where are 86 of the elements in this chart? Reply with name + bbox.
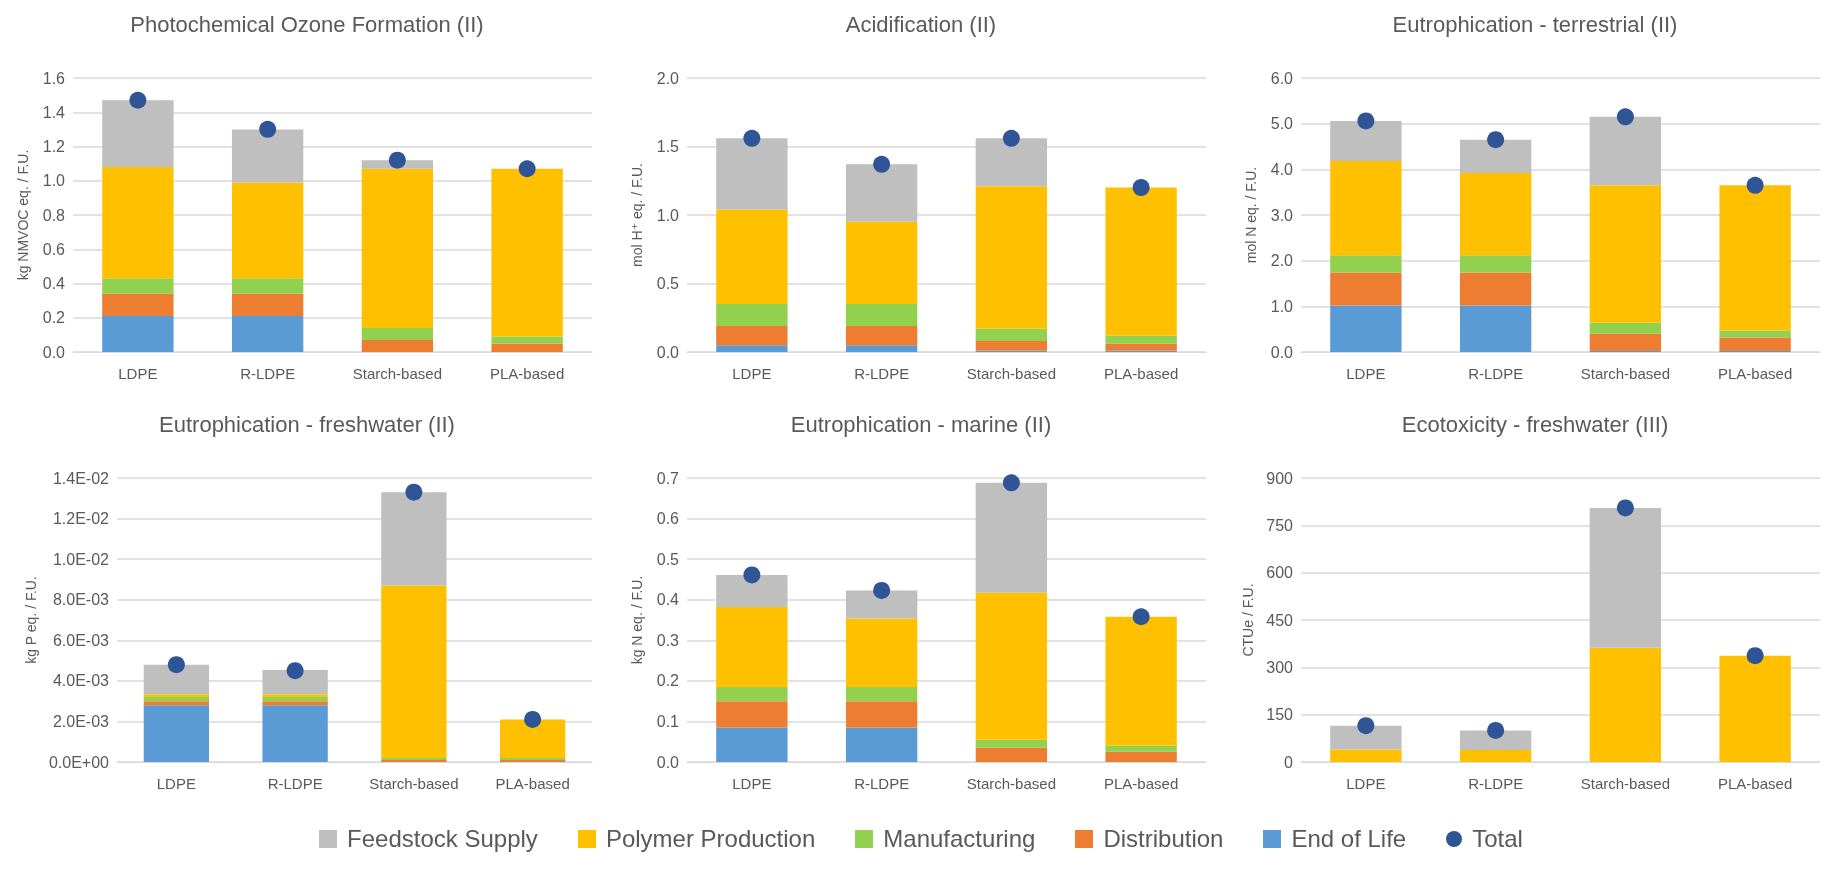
x-tick-label: PLA-based [1718, 365, 1793, 382]
y-tick-label: 1.4 [42, 103, 66, 121]
x-tick-label: R-LDPE [240, 365, 296, 382]
chart-title: Ecotoxicity - freshwater (III) [1401, 411, 1669, 437]
y-tick-label: 1.0 [656, 206, 680, 224]
y-axis-title: kg NMVOC eq. / F.U. [15, 149, 31, 281]
chart-title: Eutrophication - marine (II) [790, 411, 1052, 437]
y-tick-label: 1.2 [42, 138, 66, 155]
x-tick-label: R-LDPE [267, 775, 323, 792]
x-tick-label: Starch-based [966, 775, 1056, 792]
y-tick-label: 0.8 [42, 206, 66, 224]
y-tick-label: 6.0 [1270, 69, 1294, 87]
y-tick-label: 1.5 [656, 138, 680, 155]
x-tick-label: Starch-based [1580, 365, 1670, 382]
y-tick-label: 6.0E-03 [52, 631, 110, 649]
x-tick-label: PLA-based [495, 775, 570, 792]
y-tick-label: 0.0 [656, 753, 680, 771]
x-tick-label: Starch-based [369, 775, 459, 792]
y-axis-title: mol N eq. / F.U. [1243, 166, 1259, 264]
x-tick-label: LDPE [732, 365, 772, 382]
y-tick-label: 1.0 [1270, 297, 1294, 315]
y-axis-title: kg N eq. / F.U. [629, 575, 645, 665]
x-tick-label: LDPE [732, 775, 772, 792]
y-axis-title: mol H⁺ eq. / F.U. [629, 163, 645, 267]
legend-label: Manufacturing [883, 825, 1036, 853]
y-tick-label: 300 [1266, 658, 1294, 676]
chart-title: Acidification (II) [845, 11, 997, 37]
x-tick-label: PLA-based [1104, 775, 1179, 792]
x-tick-label: Starch-based [966, 365, 1056, 382]
y-tick-label: 900 [1266, 469, 1294, 487]
y-tick-label: 0.3 [656, 631, 680, 649]
legend-label: Total [1472, 825, 1523, 853]
y-tick-label: 1.2E-02 [52, 510, 110, 528]
chart-title: Eutrophication - terrestrial (II) [1392, 11, 1678, 37]
x-tick-label: LDPE [1346, 775, 1386, 792]
x-tick-label: PLA-based [490, 365, 565, 382]
y-tick-label: 150 [1266, 706, 1294, 724]
y-tick-label: 0.0 [42, 343, 66, 361]
y-tick-label: 0 [1284, 753, 1294, 771]
y-tick-label: 1.6 [42, 69, 66, 87]
y-tick-label: 0.0 [1270, 343, 1294, 361]
y-tick-label: 2.0E-03 [52, 712, 110, 730]
y-tick-label: 2.0 [1270, 252, 1294, 270]
y-axis-title: kg P eq. / F.U. [23, 576, 39, 664]
y-tick-label: 0.4 [656, 591, 680, 609]
y-tick-label: 0.2 [656, 672, 680, 690]
y-tick-label: 0.1 [656, 712, 680, 730]
y-tick-label: 1.0E-02 [52, 550, 110, 568]
x-tick-label: LDPE [156, 775, 196, 792]
y-axis-title: CTUe / F.U. [1240, 583, 1257, 657]
y-tick-label: 0.7 [656, 469, 680, 487]
x-tick-label: LDPE [118, 365, 158, 382]
x-tick-label: Starch-based [352, 365, 442, 382]
x-tick-label: R-LDPE [1468, 775, 1524, 792]
y-tick-label: 600 [1266, 564, 1294, 582]
y-tick-label: 0.0 [656, 343, 680, 361]
y-tick-label: 8.0E-03 [52, 591, 110, 609]
x-tick-label: R-LDPE [1468, 365, 1524, 382]
y-tick-label: 0.4 [42, 275, 66, 292]
legend-label: End of Life [1291, 825, 1407, 853]
y-tick-label: 1.0 [42, 172, 66, 190]
y-tick-label: 5.0 [1270, 115, 1294, 133]
y-tick-label: 1.4E-02 [52, 469, 110, 487]
y-tick-label: 4.0E-03 [52, 672, 110, 690]
legend-label: Polymer Production [605, 825, 816, 853]
y-tick-label: 0.5 [656, 275, 680, 292]
x-tick-label: PLA-based [1718, 775, 1793, 792]
y-tick-label: 3.0 [1270, 206, 1294, 224]
y-tick-label: 750 [1266, 516, 1294, 534]
legend-label: Feedstock Supply [347, 825, 538, 853]
y-tick-label: 4.0 [1270, 160, 1294, 178]
y-tick-label: 0.6 [656, 510, 680, 528]
x-tick-label: PLA-based [1104, 365, 1179, 382]
chart-title: Photochemical Ozone Formation (II) [130, 11, 484, 37]
y-tick-label: 0.0E+00 [48, 753, 110, 771]
y-tick-label: 0.2 [42, 309, 66, 327]
y-tick-label: 450 [1266, 611, 1294, 629]
chart-title: Eutrophication - freshwater (II) [159, 411, 455, 437]
x-tick-label: R-LDPE [854, 365, 910, 382]
y-tick-label: 2.0 [656, 69, 680, 87]
y-tick-label: 0.5 [656, 550, 680, 568]
x-tick-label: R-LDPE [854, 775, 910, 792]
x-tick-label: LDPE [1346, 365, 1386, 382]
x-tick-label: Starch-based [1580, 775, 1670, 792]
y-tick-label: 0.6 [42, 240, 66, 258]
legend-label: Distribution [1103, 825, 1224, 853]
